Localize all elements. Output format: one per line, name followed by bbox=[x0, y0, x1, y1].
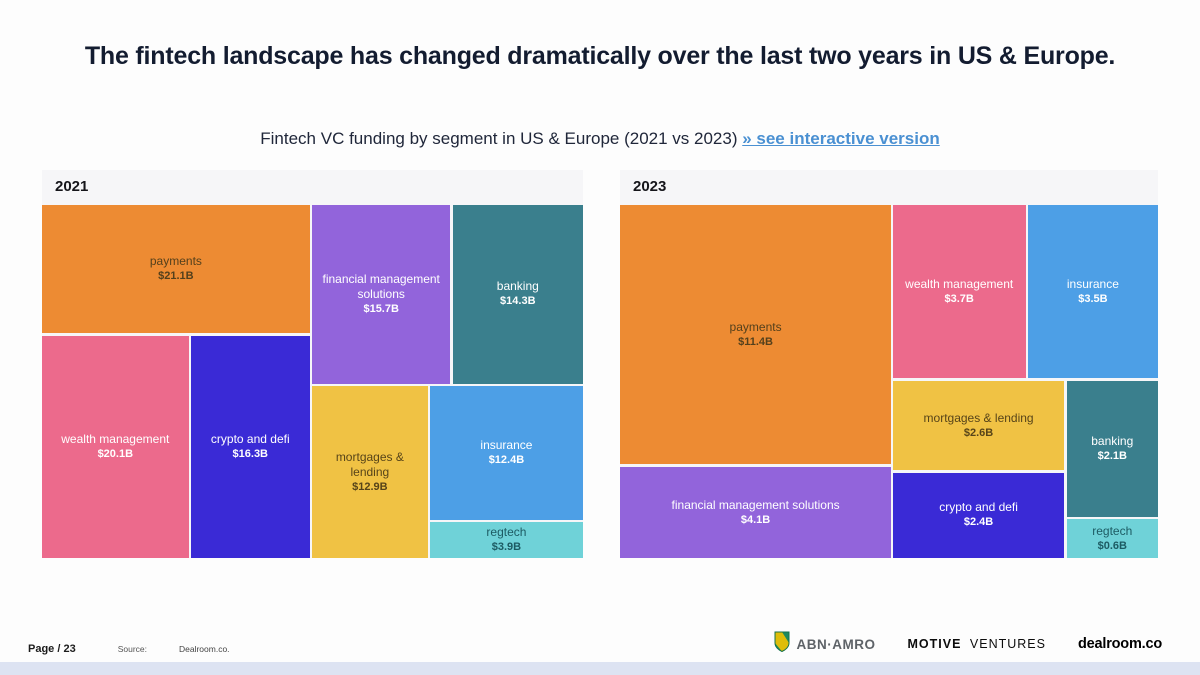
treemap-segment-label: financial management solutions bbox=[322, 271, 440, 301]
motive-ventures-logo: MOTIVE VENTURES bbox=[908, 637, 1046, 651]
treemap-segment-value: $2.6B bbox=[963, 426, 994, 439]
chart-year-label-2023: 2023 bbox=[633, 178, 667, 195]
treemap-segment-value: $16.3B bbox=[232, 448, 269, 461]
footer-meta: Page / 23 Source: Dealroom.co. bbox=[28, 643, 230, 655]
treemap-block-mortgages-lending: mortgages & lending $2.6B bbox=[892, 381, 1065, 471]
treemap-block-banking: banking $2.1B bbox=[1066, 381, 1158, 517]
treemap-segment-label: crypto and defi bbox=[210, 432, 290, 447]
treemap-segment-label: mortgages & lending bbox=[335, 449, 404, 479]
treemap-segment-value: $4.1B bbox=[740, 513, 771, 526]
page-number: Page / 23 bbox=[28, 643, 76, 655]
treemap-segment-value: $3.7B bbox=[944, 292, 974, 305]
treemap-segment-label: banking bbox=[496, 279, 539, 294]
treemap-segment-value: $14.3B bbox=[500, 295, 536, 308]
treemap-segment-label: mortgages & lending bbox=[923, 410, 1034, 425]
treemap-block-regtech: regtech $0.6B bbox=[1066, 519, 1158, 558]
motive-wordmark: MOTIVE bbox=[907, 637, 962, 651]
treemap-block-financial-management-solutions: financial management solutions $4.1B bbox=[620, 466, 892, 558]
treemap-block-insurance: insurance $3.5B bbox=[1027, 205, 1158, 378]
footer-logos: ABN·AMRO MOTIVE VENTURES dealroom.co bbox=[774, 631, 1162, 657]
treemap-segment-label: regtech bbox=[486, 525, 527, 540]
treemap-block-crypto-and-defi: crypto and defi $2.4B bbox=[892, 472, 1065, 558]
treemap-segment-value: $21.1B bbox=[158, 270, 194, 283]
abn-amro-wordmark: ABN·AMRO bbox=[796, 636, 876, 652]
treemap-segment-label: crypto and defi bbox=[939, 500, 1018, 515]
treemap-block-wealth-management: wealth management $20.1B bbox=[42, 335, 189, 558]
treemap-block-financial-management-solutions: financial management solutions $15.7B bbox=[311, 205, 451, 384]
treemap-block-crypto-and-defi: crypto and defi $16.3B bbox=[190, 335, 310, 558]
treemap-segment-label: payments bbox=[729, 319, 782, 334]
source-value: Dealroom.co. bbox=[179, 644, 230, 654]
treemap-block-payments: payments $11.4B bbox=[620, 205, 892, 465]
treemap-2023: payments $11.4B financial management solut… bbox=[620, 205, 1158, 558]
treemap-block-wealth-management: wealth management $3.7B bbox=[892, 205, 1026, 378]
dealroom-logo: dealroom.co bbox=[1077, 636, 1162, 652]
treemap-block-mortgages-lending: mortgages & lending $12.9B bbox=[311, 386, 428, 558]
chart-year-label-2021: 2021 bbox=[55, 178, 89, 195]
treemap-segment-value: $12.4B bbox=[488, 454, 525, 467]
treemap-block-insurance: insurance $12.4B bbox=[429, 386, 583, 521]
treemap-segment-value: $2.4B bbox=[963, 516, 994, 529]
bottom-accent-strip bbox=[0, 662, 1200, 675]
chart-panel-2023: 2023 payments $11.4B financial management … bbox=[620, 170, 1158, 558]
treemap-2021: payments $21.1B wealth management $20.1B cry… bbox=[42, 205, 583, 558]
abn-amro-shield-icon bbox=[774, 631, 790, 657]
treemap-segment-label: wealth management bbox=[905, 276, 1014, 291]
treemap-block-regtech: regtech $3.9B bbox=[429, 522, 583, 558]
treemap-segment-value: $15.7B bbox=[363, 302, 399, 315]
treemap-segment-label: payments bbox=[149, 254, 202, 269]
chart-panel-2021: 2021 payments $21.1B wealth management $20.… bbox=[42, 170, 583, 558]
treemap-segment-label: regtech bbox=[1092, 523, 1133, 538]
interactive-version-link[interactable]: » see interactive version bbox=[742, 129, 940, 148]
treemap-segment-label: financial management solutions bbox=[671, 497, 840, 512]
treemap-block-banking: banking $14.3B bbox=[452, 205, 583, 384]
treemap-segment-label: banking bbox=[1091, 434, 1134, 449]
chart-subtitle: Fintech VC funding by segment in US & Eu… bbox=[0, 129, 1200, 149]
treemap-block-payments: payments $21.1B bbox=[42, 205, 310, 333]
treemap-segment-value: $2.1B bbox=[1097, 450, 1127, 463]
subtitle-text: Fintech VC funding by segment in US & Eu… bbox=[260, 129, 738, 148]
treemap-segment-value: $11.4B bbox=[738, 335, 773, 348]
treemap-segment-value: $12.9B bbox=[352, 480, 388, 493]
abn-amro-logo: ABN·AMRO bbox=[774, 631, 876, 657]
treemap-segment-label: insurance bbox=[480, 438, 533, 453]
page-title: The fintech landscape has changed dramat… bbox=[84, 42, 1116, 70]
treemap-segment-value: $20.1B bbox=[97, 448, 134, 461]
treemap-segment-value: $3.9B bbox=[491, 541, 522, 554]
treemap-segment-value: $3.5B bbox=[1078, 292, 1108, 305]
ventures-wordmark: VENTURES bbox=[969, 637, 1046, 651]
treemap-segment-value: $0.6B bbox=[1097, 539, 1127, 552]
source-label: Source: bbox=[117, 644, 147, 654]
treemap-segment-label: wealth management bbox=[61, 432, 170, 447]
treemap-segment-label: insurance bbox=[1066, 276, 1119, 291]
